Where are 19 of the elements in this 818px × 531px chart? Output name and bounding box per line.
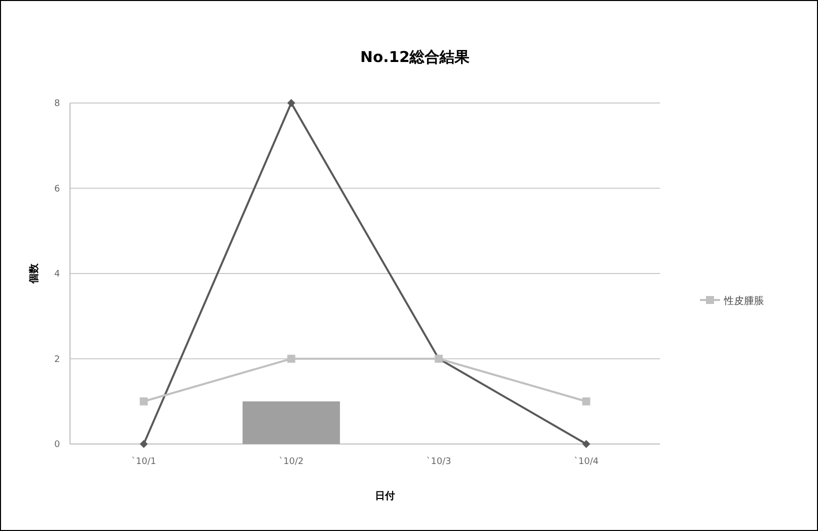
x-tick-label: `10/3: [426, 456, 452, 467]
x-tick-label: `10/4: [574, 456, 599, 467]
y-tick-label: 6: [54, 184, 60, 194]
y-tick-label: 0: [54, 440, 60, 450]
x-axis-title: 日付: [375, 490, 395, 502]
point: [287, 99, 296, 107]
x-tick-label: `10/2: [278, 456, 304, 467]
y-tick-label: 2: [54, 354, 60, 365]
y-axis-title: 個数: [28, 262, 40, 284]
point: [140, 397, 148, 406]
point: [582, 397, 590, 406]
legend-label: 性皮腫脹: [723, 295, 764, 307]
x-tick-label: `10/1: [131, 456, 156, 467]
y-tick-label: 4: [54, 270, 60, 280]
point: [140, 440, 148, 448]
point: [287, 354, 296, 363]
y-tick-label: 8: [54, 99, 60, 109]
chart-title: No.12総合結果: [360, 48, 471, 66]
point: [582, 440, 590, 448]
